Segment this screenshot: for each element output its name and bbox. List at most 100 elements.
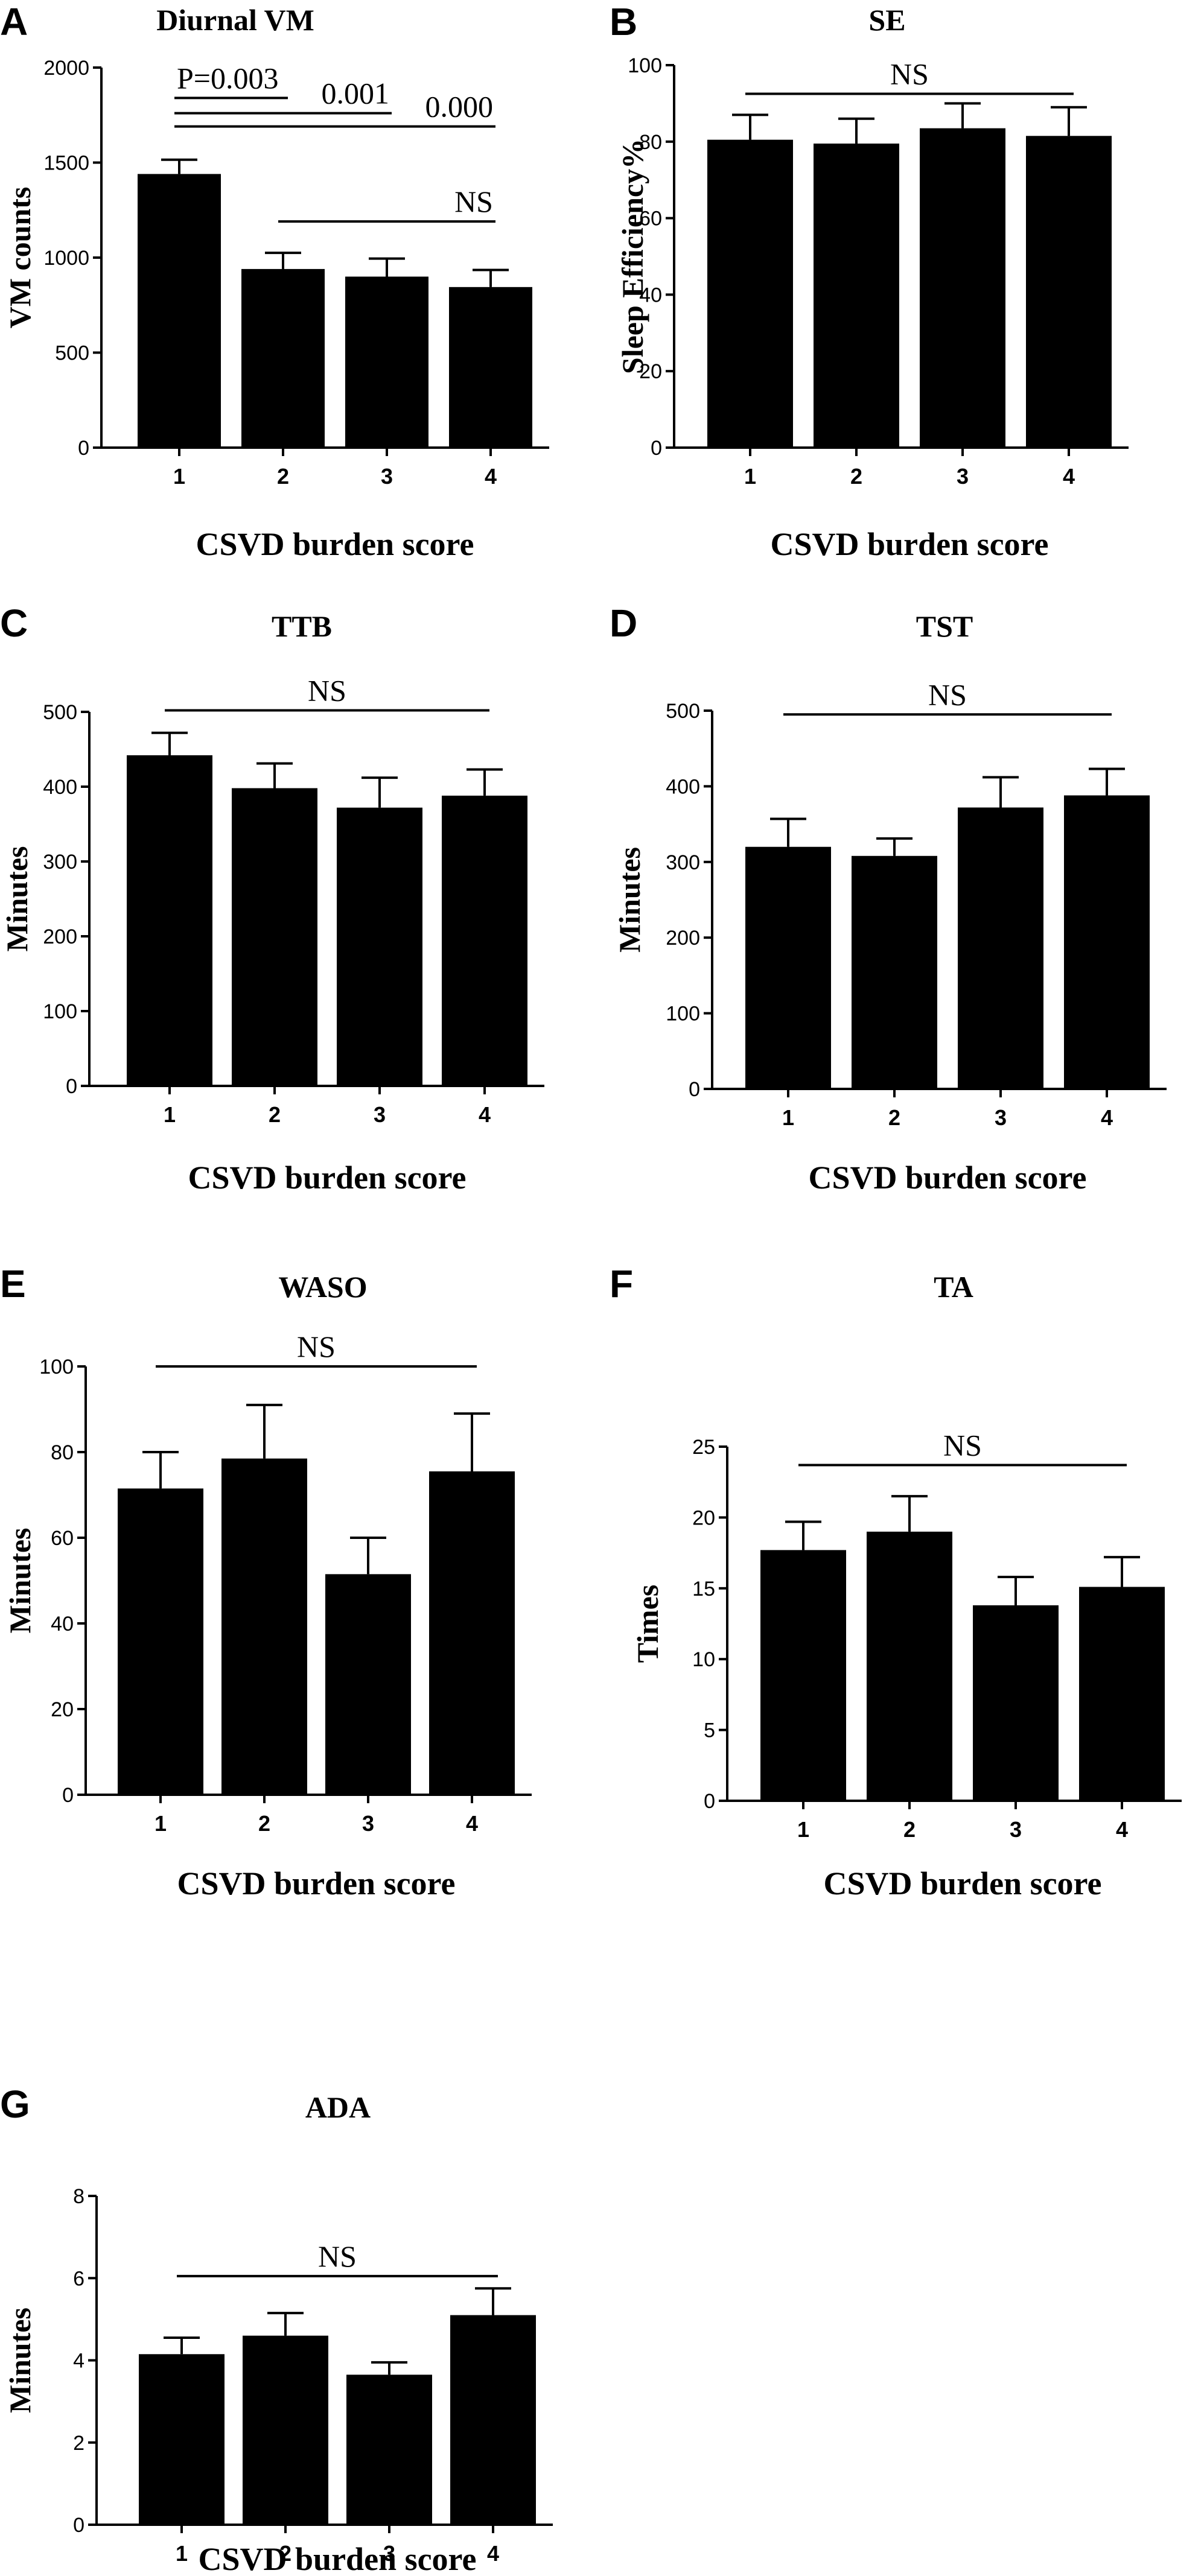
x-axis-label-a: CSVD burden score — [196, 526, 474, 562]
y-tick-label-f: 15 — [692, 1578, 715, 1600]
x-tick-label-b: 4 — [1063, 464, 1075, 489]
bar-c-1 — [127, 755, 212, 1086]
panel-letter-d: D — [610, 601, 637, 645]
y-tick-label-d: 300 — [666, 851, 700, 874]
x-tick-label-d: 3 — [995, 1105, 1007, 1130]
y-tick-label-e: 60 — [51, 1527, 74, 1550]
x-tick-label-a: 1 — [173, 464, 185, 489]
y-tick-label-d: 200 — [666, 927, 700, 950]
bar-a-3 — [345, 276, 428, 448]
x-tick-label-d: 2 — [888, 1105, 900, 1130]
y-tick-label-c: 200 — [43, 925, 77, 948]
y-tick-label-f: 10 — [692, 1648, 715, 1671]
y-tick-label-a: 500 — [55, 342, 89, 365]
bar-g-3 — [346, 2375, 432, 2525]
y-tick-label-g: 2 — [73, 2432, 84, 2455]
bar-b-4 — [1026, 136, 1112, 448]
bar-b-2 — [814, 143, 899, 448]
y-tick-label-d: 400 — [666, 775, 700, 798]
bar-c-3 — [337, 807, 422, 1086]
y-axis-label-d: Minutes — [613, 847, 646, 953]
y-tick-label-c: 100 — [43, 1000, 77, 1023]
y-tick-label-a: 1500 — [43, 152, 89, 175]
x-axis-label-d: CSVD burden score — [808, 1160, 1086, 1196]
x-tick-label-c: 2 — [269, 1102, 281, 1127]
significance-label-f: NS — [943, 1429, 982, 1462]
y-tick-label-d: 500 — [666, 700, 700, 723]
y-tick-label-g: 4 — [73, 2350, 84, 2373]
x-axis-label-g: CSVD burden score — [198, 2541, 476, 2576]
y-tick-label-g: 0 — [73, 2514, 84, 2537]
y-tick-label-a: 0 — [78, 437, 89, 460]
y-tick-label-b: 60 — [639, 208, 662, 230]
x-tick-label-a: 3 — [381, 464, 393, 489]
chart-title-d: TST — [916, 609, 973, 643]
y-axis-label-c: Minutes — [0, 846, 34, 952]
panel-e: E WASO Minutes CSVD burden score 0 20 40 60 80 10… — [0, 1262, 532, 1902]
y-tick-label-d: 0 — [689, 1078, 700, 1101]
y-tick-label-c: 300 — [43, 851, 77, 874]
x-tick-label-e: 4 — [466, 1811, 478, 1836]
x-tick-label-f: 3 — [1010, 1817, 1022, 1842]
bar-f-3 — [973, 1605, 1059, 1801]
bar-b-3 — [920, 128, 1005, 448]
x-tick-label-d: 1 — [782, 1105, 794, 1130]
x-tick-label-b: 1 — [744, 464, 756, 489]
y-tick-label-b: 40 — [639, 284, 662, 306]
x-tick-label-d: 4 — [1101, 1105, 1113, 1130]
panel-letter-c: C — [0, 601, 28, 645]
y-tick-label-e: 100 — [39, 1356, 74, 1378]
bar-a-1 — [138, 174, 221, 448]
significance-label-d: NS — [928, 677, 967, 711]
y-tick-label-d: 100 — [666, 1003, 700, 1026]
x-tick-label-e: 1 — [154, 1811, 167, 1836]
bar-g-1 — [139, 2354, 225, 2525]
significance-label-a: 0.001 — [322, 77, 390, 110]
bar-f-4 — [1079, 1587, 1165, 1801]
significance-label-e: NS — [297, 1330, 336, 1363]
bar-c-4 — [442, 795, 527, 1086]
x-tick-label-b: 2 — [850, 464, 862, 489]
significance-label-a: NS — [454, 185, 493, 218]
bar-e-2 — [221, 1458, 307, 1795]
bar-g-2 — [243, 2335, 328, 2525]
bar-a-4 — [449, 287, 532, 448]
panel-c: C TTB Minutes CSVD burden score 0 100 200 300 40… — [0, 601, 544, 1196]
y-tick-label-e: 0 — [62, 1784, 74, 1807]
x-tick-label-c: 4 — [479, 1102, 491, 1127]
y-tick-label-f: 25 — [692, 1436, 715, 1459]
x-tick-label-a: 4 — [485, 464, 497, 489]
y-tick-label-a: 2000 — [43, 57, 89, 80]
bar-e-1 — [118, 1488, 203, 1795]
bar-d-1 — [745, 846, 831, 1089]
panel-a: A Diurnal VM VM counts CSVD burden score 0 50… — [0, 0, 549, 562]
bar-a-2 — [241, 268, 325, 448]
bar-g-4 — [450, 2315, 536, 2525]
y-tick-label-c: 500 — [43, 701, 77, 724]
panel-letter-b: B — [610, 0, 637, 43]
bar-d-2 — [852, 855, 937, 1089]
y-tick-label-f: 5 — [704, 1719, 715, 1742]
x-tick-label-e: 2 — [258, 1811, 270, 1836]
y-tick-label-g: 8 — [73, 2185, 84, 2208]
x-tick-label-f: 1 — [797, 1817, 809, 1842]
y-axis-label-f: Times — [631, 1585, 664, 1663]
x-tick-label-c: 1 — [164, 1102, 176, 1127]
x-tick-label-f: 4 — [1116, 1817, 1128, 1842]
x-tick-label-f: 2 — [903, 1817, 916, 1842]
bar-e-4 — [429, 1471, 515, 1795]
chart-title-a: Diurnal VM — [156, 3, 314, 37]
significance-label-g: NS — [318, 2239, 357, 2273]
y-tick-label-g: 6 — [73, 2267, 84, 2290]
x-tick-label-g: 1 — [176, 2541, 188, 2566]
x-tick-label-a: 2 — [277, 464, 289, 489]
y-tick-label-c: 0 — [66, 1075, 77, 1098]
panel-b: B SE Sleep Efficiency% CSVD burden score 0 20… — [610, 0, 1129, 562]
x-tick-label-g: 2 — [279, 2541, 291, 2566]
x-tick-label-g: 4 — [487, 2541, 499, 2566]
y-tick-label-e: 80 — [51, 1441, 74, 1464]
significance-label-a: P=0.003 — [177, 61, 279, 95]
chart-title-g: ADA — [305, 2090, 371, 2124]
chart-title-e: WASO — [278, 1270, 367, 1304]
bar-e-3 — [325, 1574, 411, 1795]
